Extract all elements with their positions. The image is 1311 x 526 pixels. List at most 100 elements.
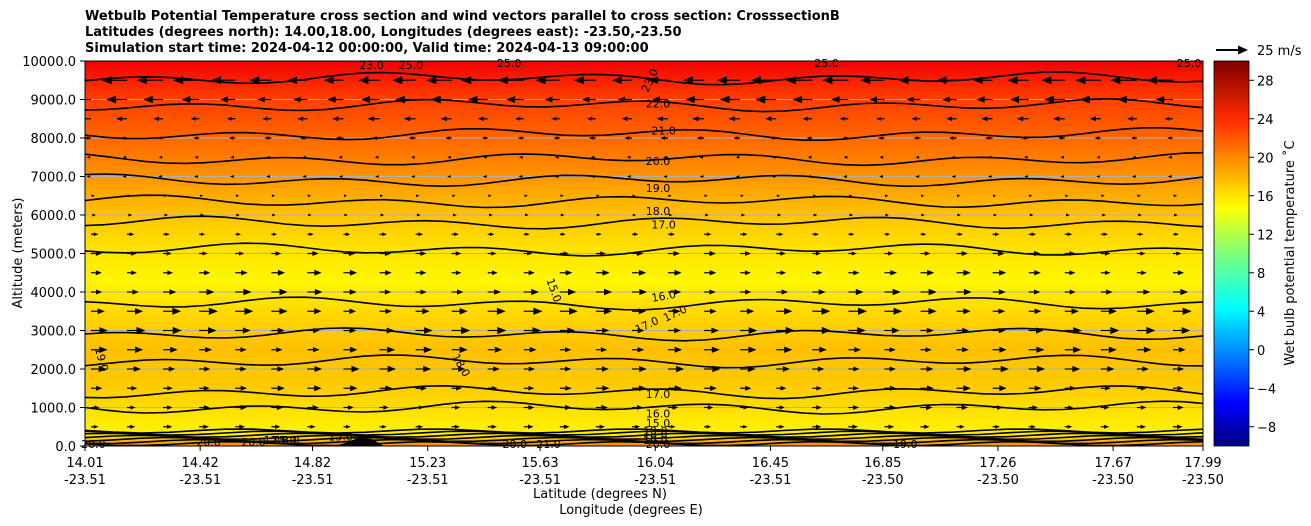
wind-vector-head [1105, 386, 1111, 391]
wind-vector-head [563, 251, 569, 256]
contour-label-26: 18.0 [275, 434, 300, 447]
wind-vector-head [457, 289, 464, 295]
wind-vector-head [987, 155, 992, 159]
y-tick-label-8: 8000.0 [31, 132, 77, 147]
wind-vector-head [395, 95, 405, 104]
wind-vector-head [164, 213, 169, 217]
wind-vector-head [849, 213, 854, 217]
wind-vector-head [527, 424, 534, 429]
wind-vector-head [1107, 366, 1115, 372]
wind-vector-head [885, 194, 889, 198]
wind-vector-head [1058, 136, 1063, 140]
wind-vector-head [747, 365, 756, 373]
wind-vector-head [158, 155, 163, 159]
wind-vector-head [637, 327, 645, 334]
wind-vector-head [784, 308, 793, 315]
wind-vector-head [461, 326, 471, 335]
wind-vector-head [1071, 308, 1079, 315]
wind-vector-head [1177, 385, 1184, 391]
wind-vector-head [879, 155, 884, 159]
terrain [335, 437, 384, 446]
x-tick-label-lon-4: -23.51 [519, 473, 561, 488]
wind-vector-head [420, 270, 427, 276]
wind-vector-head [277, 385, 285, 392]
colorbar-tick-label-7: 20 [1257, 151, 1274, 166]
wind-vector-head [770, 136, 775, 140]
contour-label-25: 20.0 [241, 436, 266, 449]
wind-vector-head [1036, 365, 1046, 373]
chart-title-line-1: Wetbulb Potential Temperature cross sect… [85, 9, 840, 24]
wind-vector-head [1072, 365, 1081, 373]
wind-vector-head [496, 307, 506, 315]
wind-vector-head [1101, 194, 1105, 198]
wind-vector-head [957, 194, 961, 198]
wind-vector-head [710, 385, 717, 391]
wind-vector-head [582, 96, 590, 103]
wind-vector-head [257, 96, 265, 103]
wind-vector-head [453, 213, 457, 217]
wind-vector-head [452, 194, 456, 198]
wind-vector-head [392, 76, 403, 85]
y-tick-label-3: 3000.0 [31, 325, 77, 340]
wind-vector-head [136, 326, 146, 335]
wind-vector-head [590, 175, 595, 178]
wind-vector-head [922, 232, 927, 236]
wind-vector-head [682, 76, 693, 85]
wind-vector-head [1102, 213, 1107, 217]
wind-vector-head [604, 288, 613, 296]
wind-vector-head [1178, 347, 1186, 353]
wind-vector-head [1106, 289, 1113, 295]
wind-vector-head [455, 270, 462, 275]
wind-vector-head [962, 347, 969, 353]
wind-vector-head [194, 155, 199, 159]
wind-vector-head [277, 327, 285, 334]
wind-vector-head [387, 346, 396, 353]
wind-vector-head [445, 136, 450, 140]
wind-vector-head [949, 136, 954, 140]
wind-vector-head [893, 307, 903, 315]
wind-vector-head [273, 232, 278, 236]
x-tick-label-lon-0: -23.51 [64, 473, 106, 488]
wind-vector-head [771, 155, 776, 159]
wind-vector-head [345, 232, 351, 237]
wind-vector-head [230, 155, 234, 159]
wind-vector-head [780, 251, 786, 256]
wind-vector-head [819, 346, 827, 353]
contour-label-20: 15.0 [646, 417, 671, 430]
wind-vector-head [122, 175, 127, 178]
wind-vector-head [709, 250, 716, 257]
wind-vector-head [926, 366, 934, 372]
wind-vector-head [243, 288, 252, 296]
wind-vector-head [122, 155, 127, 159]
wind-vector-head [236, 232, 241, 236]
wind-vector-head [885, 213, 889, 217]
wind-vector-head [208, 307, 218, 315]
wind-vector-head [816, 405, 822, 410]
wind-vector-head [1110, 76, 1121, 85]
wind-vector-head [777, 213, 782, 217]
wind-vector-head [961, 251, 968, 256]
wind-vector-head [699, 175, 704, 178]
wind-vector-head [839, 116, 845, 121]
wind-vector-head [348, 405, 354, 410]
chart-title-line-3: Simulation start time: 2024-04-12 00:00:… [85, 41, 649, 56]
wind-vector-head [748, 327, 758, 334]
wind-vector-head [491, 386, 498, 391]
wind-vector-head [587, 116, 593, 121]
contour-line-16.0 [85, 296, 1203, 311]
wind-vector-head [1065, 194, 1069, 198]
wind-vector-head [709, 270, 717, 276]
wind-vector-head [199, 194, 204, 198]
wind-vector-head [815, 251, 821, 256]
contour-line-17.0 [85, 384, 1203, 400]
wind-vector-head [728, 116, 735, 122]
wind-vector-head [744, 270, 751, 276]
wind-vector-head [926, 385, 934, 392]
wind-vector-head [128, 213, 133, 217]
wind-vector-head [1137, 194, 1141, 198]
wind-vector-head [589, 136, 594, 140]
wind-vector-head [854, 347, 861, 353]
wind-vector-head [492, 270, 498, 275]
wind-vector-head [1182, 307, 1192, 315]
wind-vector-head [528, 385, 535, 391]
